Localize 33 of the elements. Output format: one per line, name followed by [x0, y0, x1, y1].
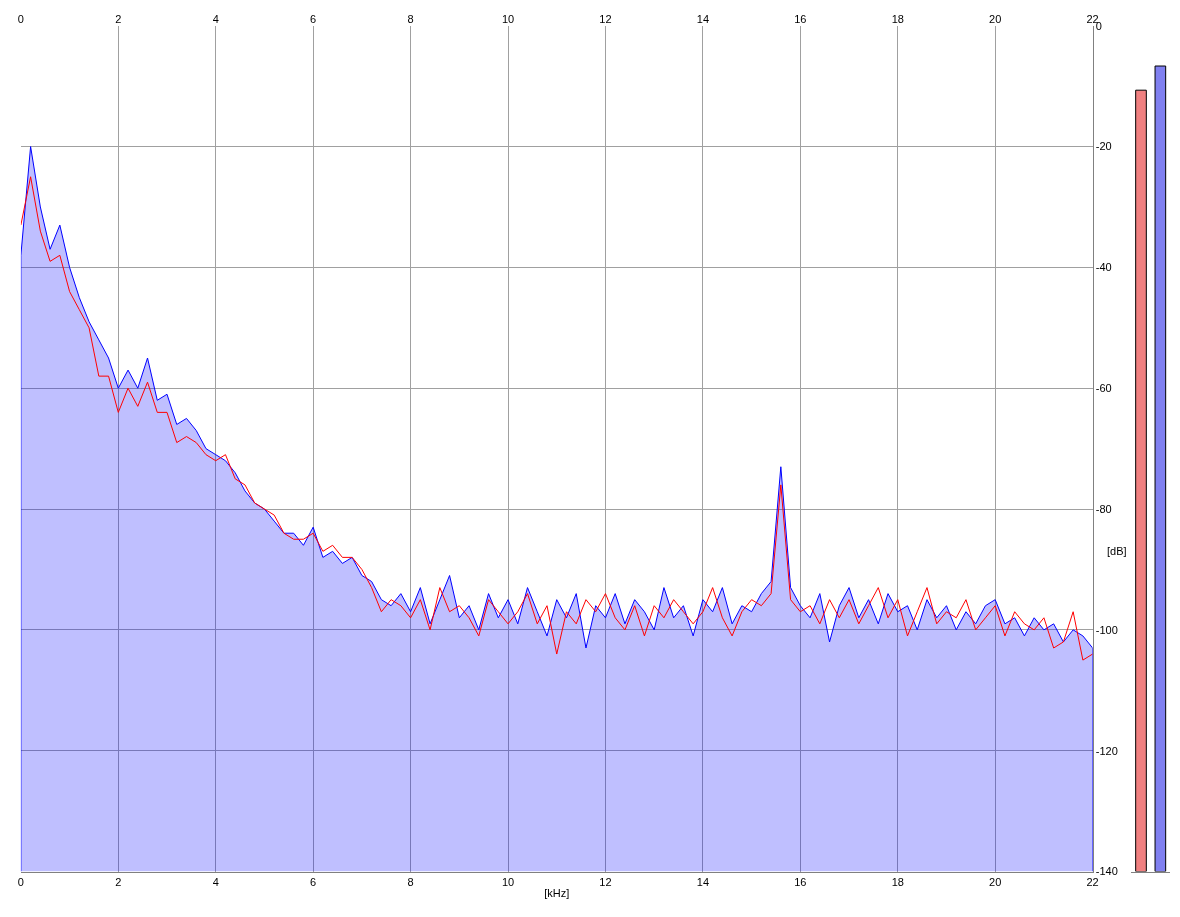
x2-tick-label: 4 — [212, 875, 219, 888]
y-tick-label: -60 — [1095, 382, 1112, 395]
x-tick-label: 4 — [212, 12, 219, 25]
x-tick-label: 20 — [989, 12, 1002, 25]
x2-tick-label: 16 — [794, 875, 807, 888]
line-series — [20, 176, 1093, 661]
x-tick-label: 14 — [696, 12, 710, 25]
x2-tick-label: 14 — [696, 875, 710, 888]
x2-tick-label: 12 — [599, 875, 612, 888]
x-tick-label: 10 — [501, 12, 515, 25]
y-tick-label: -140 — [1095, 865, 1118, 878]
x-tick-label: 18 — [891, 12, 904, 25]
x2-tick-label: 2 — [115, 875, 122, 888]
y-tick-label: -40 — [1095, 261, 1112, 274]
x2-tick-label: 20 — [989, 875, 1002, 888]
x2-tick-label: 18 — [891, 875, 904, 888]
y-tick-label: -20 — [1095, 140, 1112, 153]
x2-tick-label: 8 — [407, 875, 414, 888]
x2-tick-label: 6 — [310, 875, 317, 888]
x-tick-label: 6 — [310, 12, 317, 25]
x2-tick-label: 10 — [501, 875, 515, 888]
x-tick-label: 2 — [115, 12, 122, 25]
y-tick-label: -80 — [1095, 502, 1112, 515]
x-tick-label: 8 — [407, 12, 414, 25]
x-tick-label: 0 — [17, 12, 24, 25]
y-tick-label: -120 — [1095, 744, 1118, 757]
x2-tick-label: 22 — [1086, 875, 1099, 888]
x-tick-label: 12 — [599, 12, 612, 25]
y-axis-title: [dB] — [1107, 545, 1127, 557]
x-tick-label: 16 — [794, 12, 807, 25]
x-axis-title: [kHz] — [544, 886, 570, 899]
x2-tick-label: 0 — [17, 875, 24, 888]
y-tick-label: -100 — [1095, 623, 1118, 636]
